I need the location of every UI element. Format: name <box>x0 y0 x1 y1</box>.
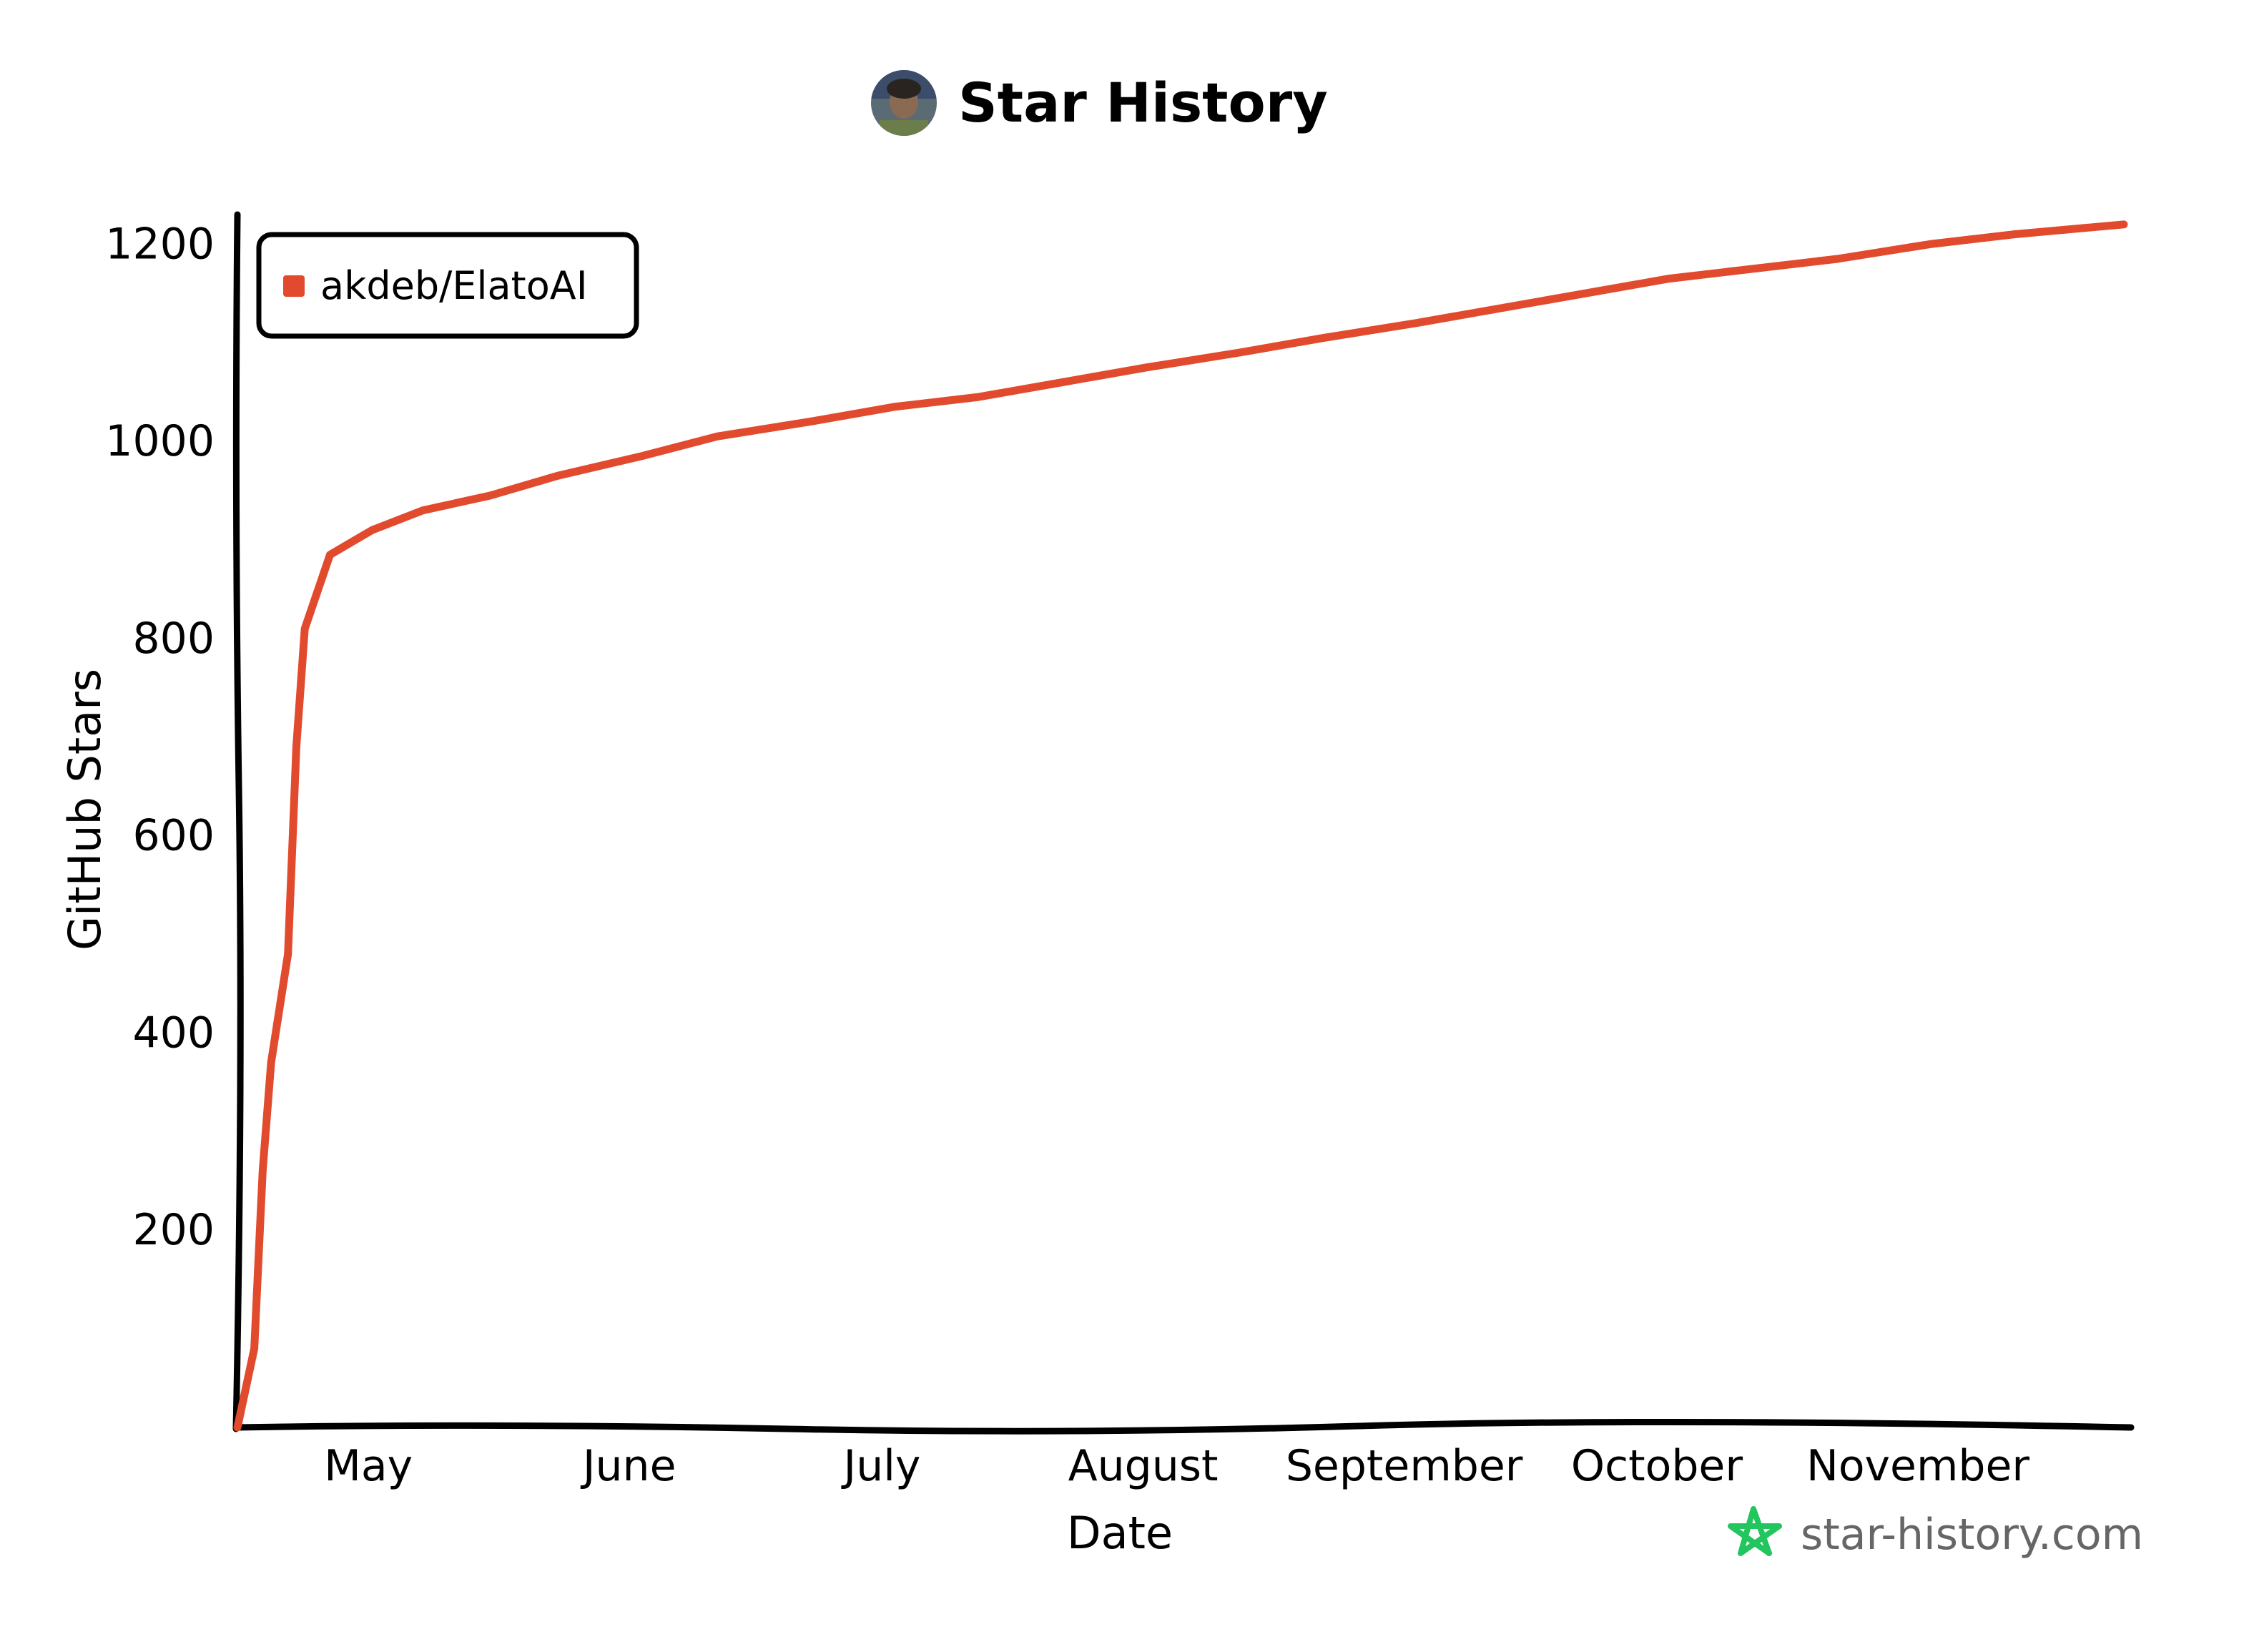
x-tick-labels: May June July August September October Novembe… <box>324 1441 2029 1491</box>
star-outline-icon <box>1728 1506 1782 1556</box>
y-tick-label: 200 <box>132 1205 215 1255</box>
y-tick-label: 1200 <box>105 219 215 269</box>
x-tick-label: May <box>324 1441 413 1491</box>
y-axis-line <box>232 211 244 1432</box>
x-axis-line <box>232 1418 2135 1435</box>
x-tick-label: September <box>1286 1441 1523 1491</box>
legend: akdeb/ElatoAI <box>256 232 639 339</box>
chart-title: Star History <box>958 71 1328 134</box>
brand-text: star-history.com <box>1801 1510 2143 1560</box>
y-tick-labels: 200 400 600 800 1000 1200 <box>105 219 215 1255</box>
x-tick-label: June <box>580 1441 676 1491</box>
x-tick-label: October <box>1571 1441 1743 1491</box>
y-tick-label: 600 <box>132 811 215 861</box>
x-axis-label: Date <box>1067 1507 1173 1559</box>
x-tick-label: August <box>1068 1441 1219 1491</box>
y-tick-label: 800 <box>132 614 215 664</box>
series-line <box>233 220 2128 1432</box>
y-tick-label: 1000 <box>105 416 215 466</box>
avatar <box>871 70 937 136</box>
y-tick-label: 400 <box>132 1008 215 1058</box>
legend-swatch <box>283 275 305 297</box>
axes <box>232 211 2135 1435</box>
y-axis-label: GitHub Stars <box>59 669 111 950</box>
x-tick-label: November <box>1806 1441 2029 1491</box>
chart-header: Star History <box>871 70 1328 136</box>
series-layer <box>233 220 2128 1432</box>
legend-label: akdeb/ElatoAI <box>320 263 588 308</box>
legend-box <box>256 232 639 339</box>
brand: star-history.com <box>1728 1506 2143 1560</box>
x-tick-label: July <box>841 1441 921 1491</box>
